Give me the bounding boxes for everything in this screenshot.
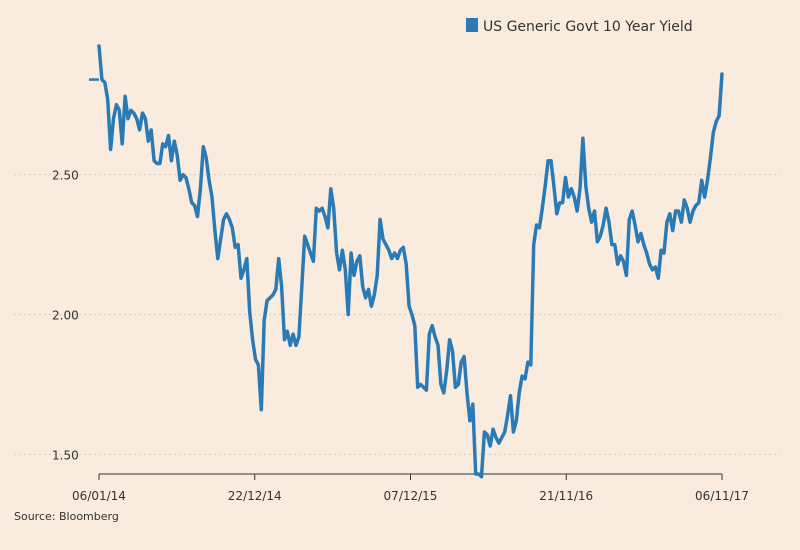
x-tick-label: 07/12/15	[384, 489, 438, 503]
gridlines	[14, 174, 780, 455]
x-axis-ticks: 06/01/14 22/12/14 07/12/15 21/11/16 06/11/17	[72, 474, 749, 503]
legend-swatch	[466, 18, 478, 32]
x-tick-label: 22/12/14	[228, 489, 282, 503]
y-tick-label: 2.00	[52, 309, 79, 323]
x-tick-label: 06/01/14	[72, 489, 126, 503]
y-tick-label: 2.50	[52, 169, 79, 183]
series-layer	[89, 44, 724, 479]
y-axis-tick-labels: 1.50 2.00 2.50	[52, 169, 79, 463]
legend-label: US Generic Govt 10 Year Yield	[483, 19, 693, 35]
x-tick-label: 21/11/16	[539, 489, 593, 503]
x-tick-label: 06/11/17	[695, 489, 749, 503]
series-line	[97, 44, 724, 479]
y-tick-label: 1.50	[52, 448, 79, 462]
legend: US Generic Govt 10 Year Yield	[466, 18, 693, 35]
source-note: Source: Bloomberg	[14, 510, 119, 523]
